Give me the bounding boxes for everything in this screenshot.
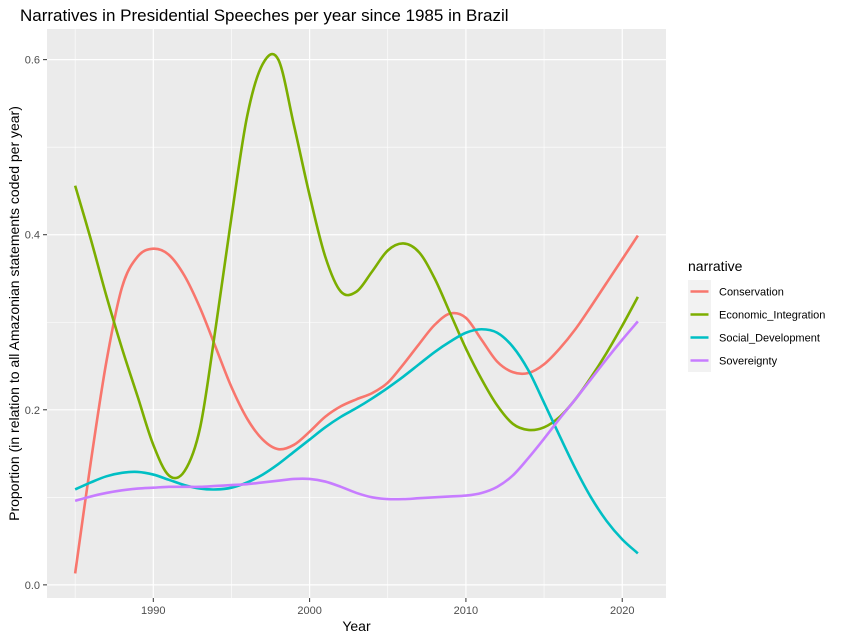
- legend-label-conservation: Conservation: [719, 287, 784, 299]
- legend: narrative Conservation Economic_Integrati…: [688, 258, 825, 372]
- y-tick-label: 0.6: [25, 55, 40, 67]
- y-axis-title: Proportion (in relation to all Amazonian…: [6, 106, 22, 521]
- series-layer: [73, 52, 640, 574]
- x-tick-label: 1990: [141, 605, 165, 617]
- grid-major: [47, 29, 666, 598]
- chart-title: Narratives in Presidential Speeches per …: [20, 6, 509, 25]
- legend-label-social-development: Social_Development: [719, 333, 820, 345]
- x-tick-label: 2020: [610, 605, 634, 617]
- series-line-economic-integration: [73, 52, 640, 480]
- legend-title: narrative: [688, 258, 743, 274]
- series-line-conservation: [73, 234, 639, 574]
- y-axis: 0.0 0.2 0.4 0.6: [25, 55, 47, 592]
- x-axis-title: Year: [342, 618, 371, 634]
- x-tick-label: 2000: [297, 605, 321, 617]
- series-line-sovereignty: [74, 320, 639, 503]
- x-tick-label: 2010: [454, 605, 478, 617]
- series-line-social-development: [74, 327, 639, 555]
- x-axis: 1990 2000 2010 2020: [141, 598, 634, 617]
- y-tick-label: 0.4: [25, 230, 40, 242]
- y-tick-label: 0.0: [25, 580, 40, 592]
- legend-label-economic-integration: Economic_Integration: [719, 310, 825, 322]
- y-tick-label: 0.2: [25, 405, 40, 417]
- legend-label-sovereignty: Sovereignty: [719, 356, 778, 368]
- plot-panel: [47, 29, 666, 598]
- grid-minor: [47, 29, 666, 598]
